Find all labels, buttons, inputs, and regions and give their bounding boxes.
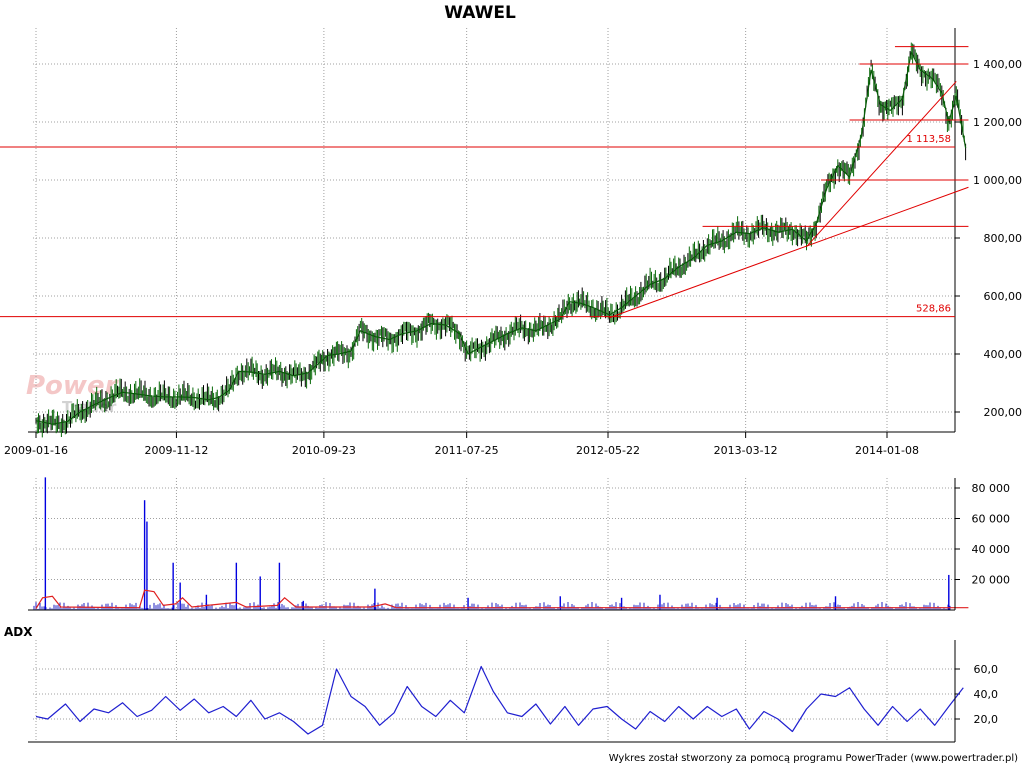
chart-title: WAWEL	[444, 3, 516, 23]
volume-y-tick-label: 80 000	[972, 482, 1011, 495]
adx-label: ADX	[4, 625, 33, 639]
volume-y-tick-label: 20 000	[972, 574, 1011, 587]
x-tick-label: 2011-07-25	[435, 444, 499, 457]
adx-y-tick-label: 20,0	[974, 713, 999, 726]
x-tick-label: 2009-11-12	[144, 444, 208, 457]
trend-line	[609, 186, 969, 319]
y-tick-label: 1 400,00	[973, 58, 1022, 71]
footer-credit: Wykres został stworzony za pomocą progra…	[609, 753, 1018, 764]
y-tick-label: 200,00	[984, 406, 1023, 419]
support-line-label: 528,86	[916, 304, 951, 315]
price-candles	[35, 42, 967, 438]
x-tick-label: 2013-03-12	[714, 444, 778, 457]
x-tick-label: 2012-05-22	[576, 444, 640, 457]
volume-y-tick-label: 60 000	[972, 513, 1011, 526]
adx-y-tick-label: 60,0	[974, 663, 999, 676]
adx-panel: 20,0 40,0 60,0	[28, 640, 999, 743]
price-line	[35, 50, 967, 425]
y-tick-label: 1 200,00	[973, 116, 1022, 129]
volume-bars-background	[33, 602, 951, 610]
trend-line	[806, 81, 957, 248]
y-tick-label: 800,00	[984, 232, 1023, 245]
y-tick-label: 1 000,00	[973, 174, 1022, 187]
support-line-label: 1 113,58	[906, 134, 951, 145]
adx-line	[35, 665, 964, 735]
x-tick-label: 2014-01-08	[855, 444, 919, 457]
volume-y-tick-label: 40 000	[972, 543, 1011, 556]
y-tick-label: 400,00	[984, 348, 1023, 361]
adx-y-tick-label: 40,0	[974, 688, 999, 701]
y-tick-label: 600,00	[984, 290, 1023, 303]
x-tick-label: 2009-01-16	[4, 444, 68, 457]
volume-panel: 20 000 40 000 60 000 80 000	[28, 477, 1011, 611]
x-tick-label: 2010-09-23	[292, 444, 356, 457]
watermark-power: Power	[26, 371, 120, 401]
price-panel: 2009-01-16 2009-11-12 2010-09-23 2011-07-25…	[0, 28, 1022, 457]
volume-average-line	[35, 589, 969, 609]
